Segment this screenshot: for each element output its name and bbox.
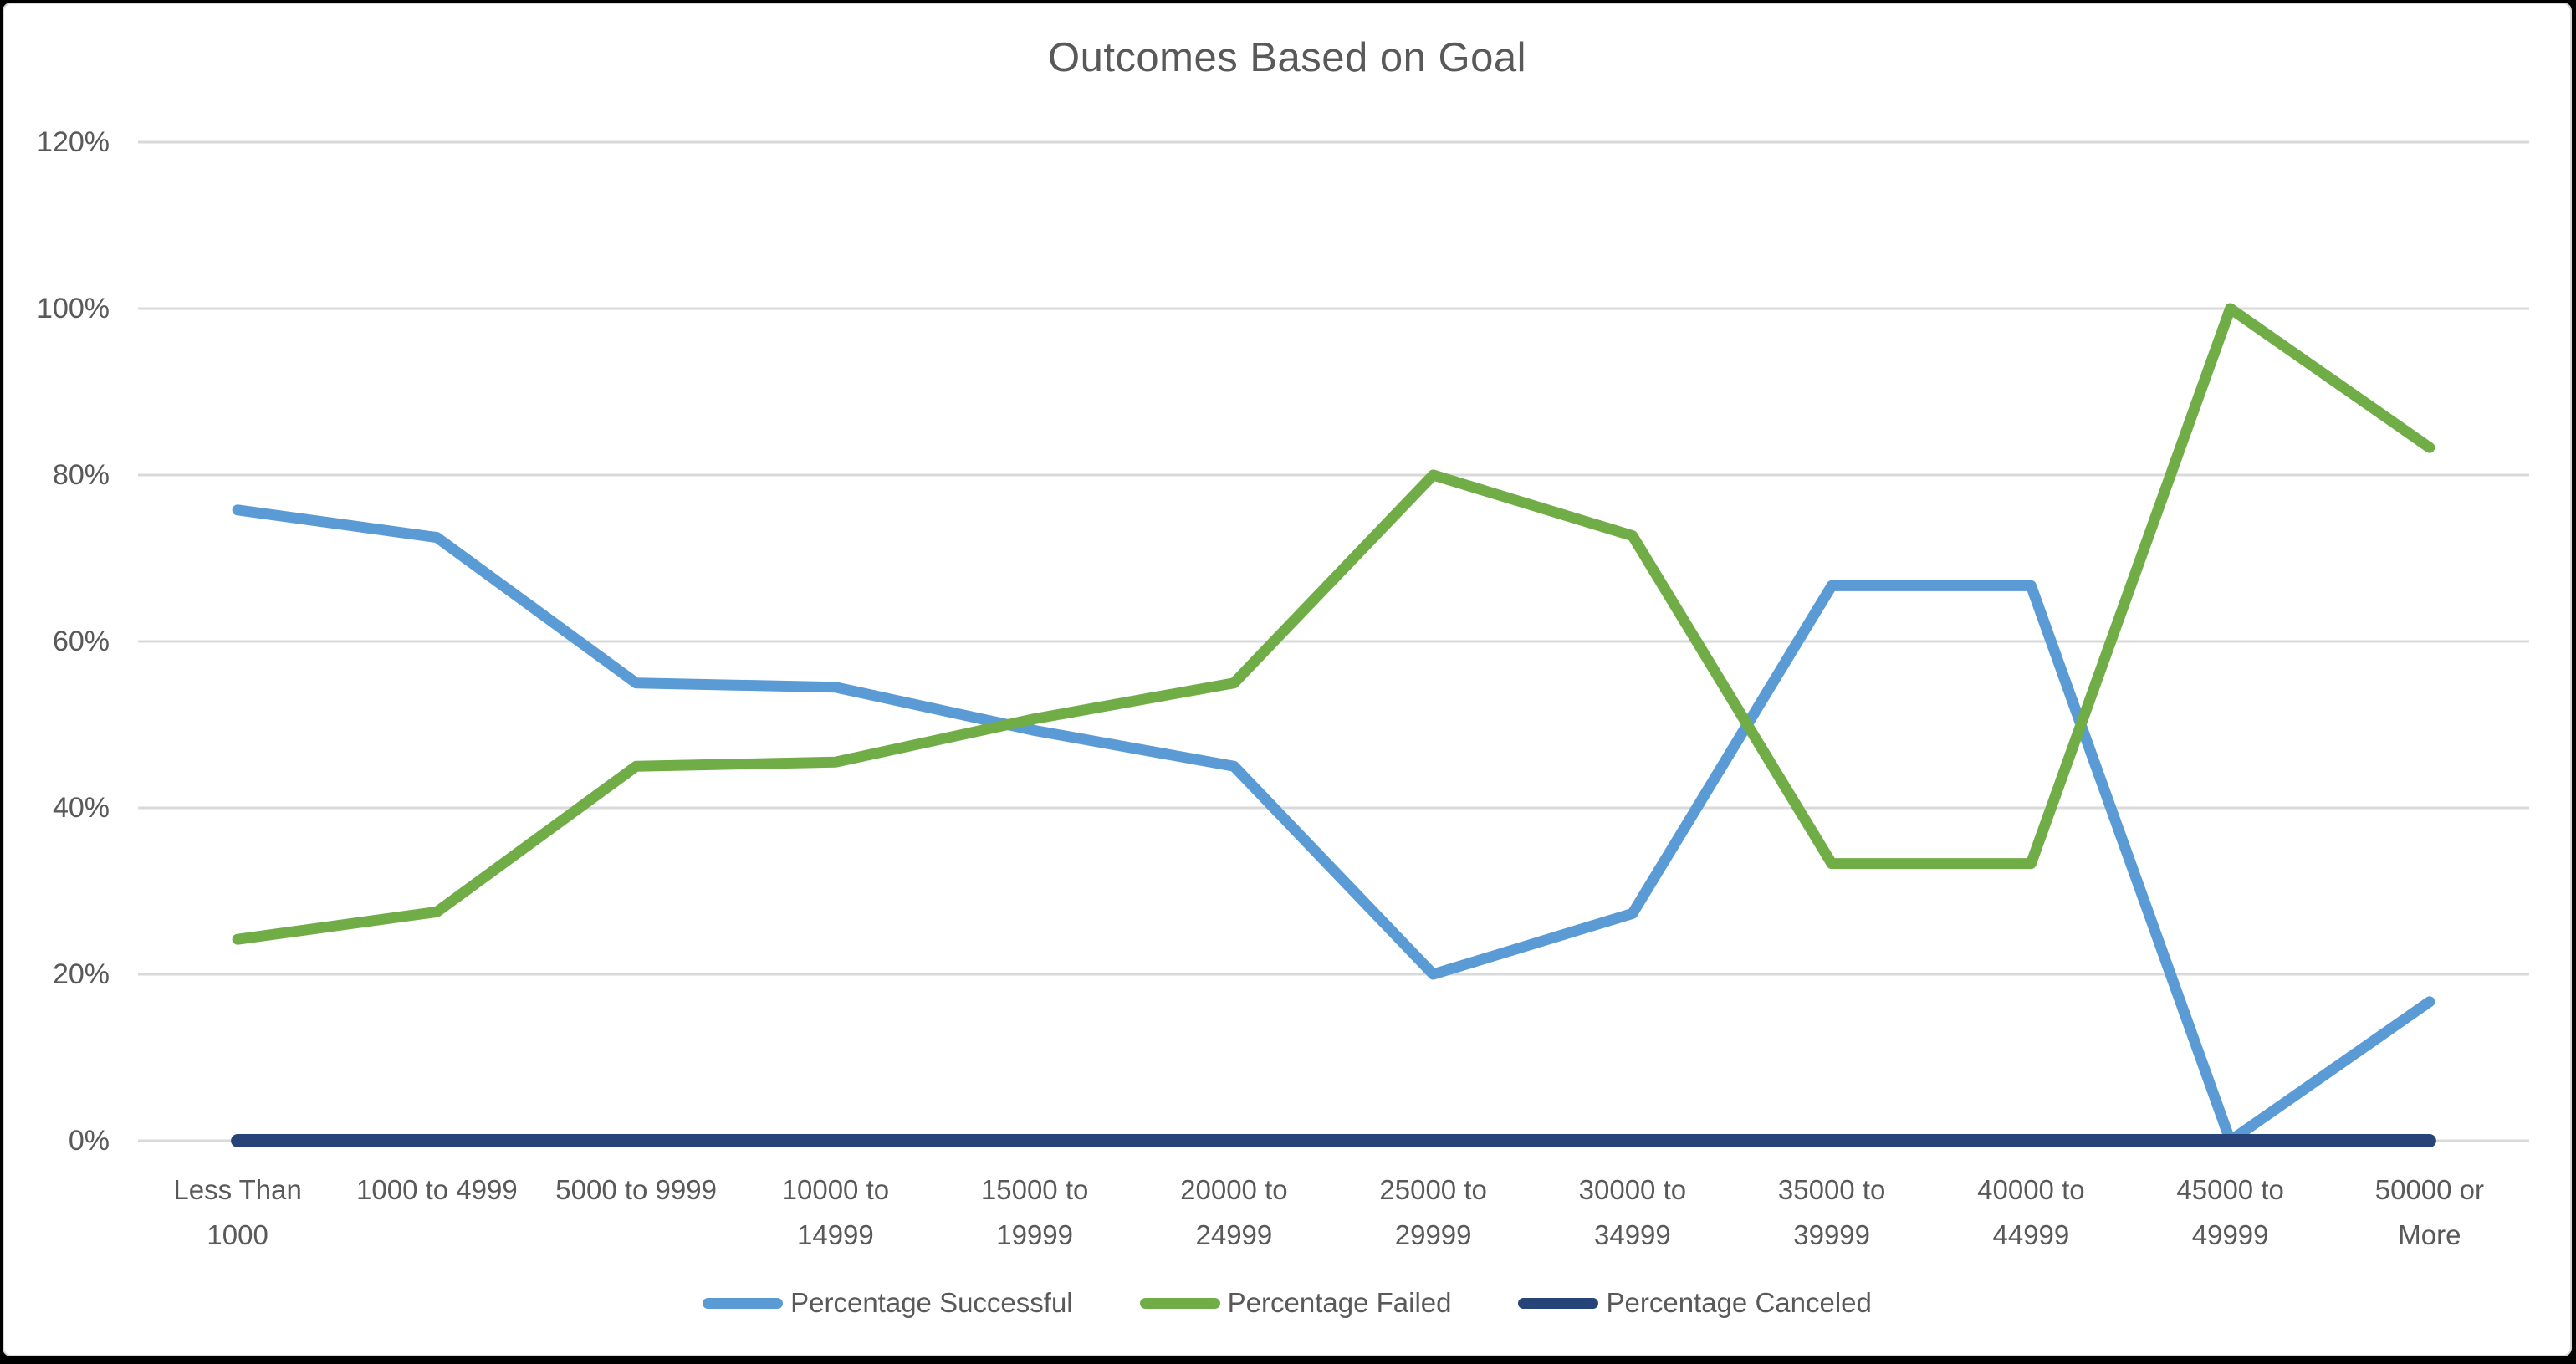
x-tick-label-12: 50000 or: [2375, 1174, 2484, 1205]
x-tick-label-5: 19999: [996, 1219, 1073, 1250]
series-line-percentage-successful: [232, 504, 2435, 1147]
y-tick-label-80: 80%: [53, 459, 110, 491]
x-tick-label-6: 20000 to: [1180, 1174, 1287, 1205]
x-tick-label-5: 15000 to: [981, 1174, 1088, 1205]
y-tick-label-100: 100%: [37, 293, 110, 324]
x-tick-label-12: More: [2398, 1219, 2461, 1250]
legend-swatch-icon: [703, 1297, 784, 1309]
x-tick-label-6: 24999: [1195, 1219, 1272, 1250]
legend-item-percentage-failed: Percentage Failed: [1139, 1287, 1452, 1319]
y-axis-tick-labels: 0% 20% 40% 60% 80% 100% 120%: [37, 126, 110, 1157]
x-tick-label-10: 40000 to: [1977, 1174, 2084, 1205]
x-tick-label-7: 29999: [1395, 1219, 1472, 1250]
x-tick-label-1: Less Than: [173, 1174, 302, 1205]
x-tick-label-10: 44999: [1992, 1219, 2069, 1250]
x-tick-label-1: 1000: [207, 1219, 268, 1250]
y-tick-label-40: 40%: [53, 792, 110, 824]
legend-label: Percentage Failed: [1227, 1287, 1452, 1318]
series-line-percentage-failed: [232, 303, 2435, 945]
chart-title: Outcomes Based on Goal: [1047, 35, 1527, 80]
chart-area: Outcomes Based on Goal 0% 20% 40% 60% 80% 100…: [3, 3, 2572, 1356]
legend: Percentage Successful Percentage Failed Pe…: [4, 1287, 2570, 1319]
y-tick-label-60: 60%: [53, 626, 110, 657]
x-tick-label-4: 14999: [797, 1219, 874, 1250]
legend-label: Percentage Canceled: [1606, 1287, 1872, 1318]
x-tick-label-11: 45000 to: [2176, 1174, 2283, 1205]
x-tick-label-7: 25000 to: [1379, 1174, 1486, 1205]
x-axis-category-labels: Less Than 1000 1000 to 4999 5000 to 9999 100…: [173, 1174, 2484, 1250]
plot-area: 0% 20% 40% 60% 80% 100% 120% Less Than 1000 1000 …: [37, 126, 2529, 1250]
x-tick-label-8: 34999: [1594, 1219, 1671, 1250]
legend-item-percentage-canceled: Percentage Canceled: [1518, 1287, 1872, 1319]
x-tick-label-9: 39999: [1793, 1219, 1870, 1250]
y-tick-label-20: 20%: [53, 958, 110, 990]
gridlines: [138, 140, 2529, 1142]
x-tick-label-2: 1000 to 4999: [356, 1174, 518, 1205]
y-tick-label-0: 0%: [69, 1125, 110, 1157]
y-tick-label-120: 120%: [37, 126, 110, 158]
x-tick-label-3: 5000 to 9999: [555, 1174, 717, 1205]
x-tick-label-4: 10000 to: [782, 1174, 889, 1205]
x-tick-label-8: 30000 to: [1579, 1174, 1686, 1205]
legend-item-percentage-successful: Percentage Successful: [703, 1287, 1073, 1319]
x-tick-label-11: 49999: [2192, 1219, 2269, 1250]
legend-label: Percentage Successful: [790, 1287, 1073, 1318]
x-tick-label-9: 35000 to: [1778, 1174, 1885, 1205]
legend-swatch-icon: [1139, 1297, 1220, 1309]
legend-swatch-icon: [1518, 1297, 1599, 1309]
